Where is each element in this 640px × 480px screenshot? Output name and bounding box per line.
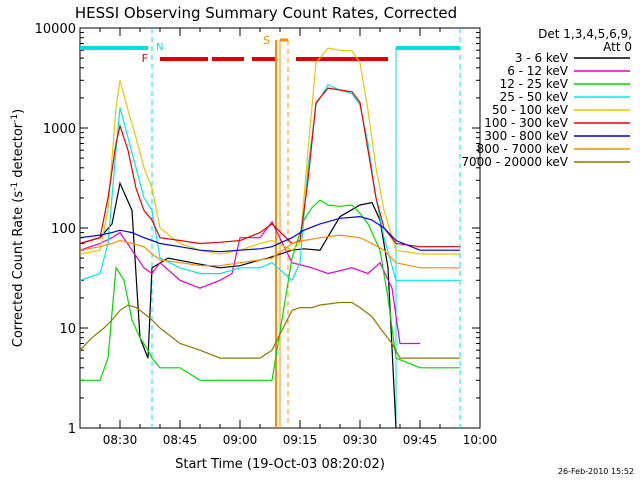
observing-indicators: NF S	[80, 28, 461, 428]
legend-label: 300 - 800 keV	[484, 129, 568, 143]
legend-label: 12 - 25 keV	[500, 77, 569, 91]
chart-title: HESSI Observing Summary Count Rates, Cor…	[75, 4, 457, 22]
series-line	[79, 301, 460, 359]
series-line	[79, 84, 460, 282]
y-tick-label: 1	[68, 422, 76, 437]
y-axis-label: Corrected Count Rate (s-1 detector-1)	[10, 109, 26, 347]
y-axis-label-part1: Corrected Count Rate (s	[11, 191, 26, 348]
series-line	[79, 220, 420, 345]
x-tick-label: 09:45	[403, 433, 438, 447]
series-line	[80, 199, 460, 381]
x-tick-label: 08:30	[103, 433, 138, 447]
legend-label: 50 - 100 keV	[492, 103, 569, 117]
legend-header-attenuator: Att 0	[603, 40, 632, 54]
x-tick-label: 09:30	[343, 433, 378, 447]
y-axis-label-part2: detector	[11, 122, 26, 182]
y-axis-label-sup2: -1	[10, 114, 20, 123]
y-axis-label-sup1: -1	[10, 182, 20, 191]
x-tick-label: 08:45	[163, 433, 198, 447]
series-layer	[79, 47, 460, 429]
y-tick-label: 10	[59, 322, 76, 337]
legend-label: 6 - 12 keV	[507, 64, 569, 78]
plot-timestamp: 26-Feb-2010 15:52	[558, 467, 634, 476]
y-tick-label: 1000	[43, 122, 76, 137]
legend-label: 7000 - 20000 keV	[461, 155, 568, 169]
flare-marker-label: F	[142, 52, 148, 65]
x-axis-label: Start Time (19-Oct-03 08:20:02)	[175, 457, 385, 472]
legend-header-detectors: Det 1,3,4,5,6,9,	[538, 27, 632, 41]
y-tick-label: 100	[51, 222, 76, 237]
x-tick-label: 09:15	[283, 433, 318, 447]
x-tick-label: 10:00	[463, 433, 498, 447]
series-line	[79, 87, 460, 248]
series-line	[79, 215, 460, 253]
night-marker-label: N	[156, 42, 163, 53]
legend-label: 100 - 300 keV	[484, 116, 568, 130]
legend-label: 3 - 6 keV	[515, 51, 569, 65]
series-line	[79, 181, 397, 429]
y-tick-label: 10000	[35, 22, 76, 37]
series-line	[79, 47, 460, 255]
saa-marker-label: S	[263, 34, 270, 47]
legend-label: 800 - 7000 keV	[477, 142, 569, 156]
y-axis-label-part3: )	[11, 109, 26, 114]
series-line	[79, 234, 460, 269]
legend-label: 25 - 50 keV	[500, 90, 569, 104]
x-tick-label: 09:00	[223, 433, 258, 447]
